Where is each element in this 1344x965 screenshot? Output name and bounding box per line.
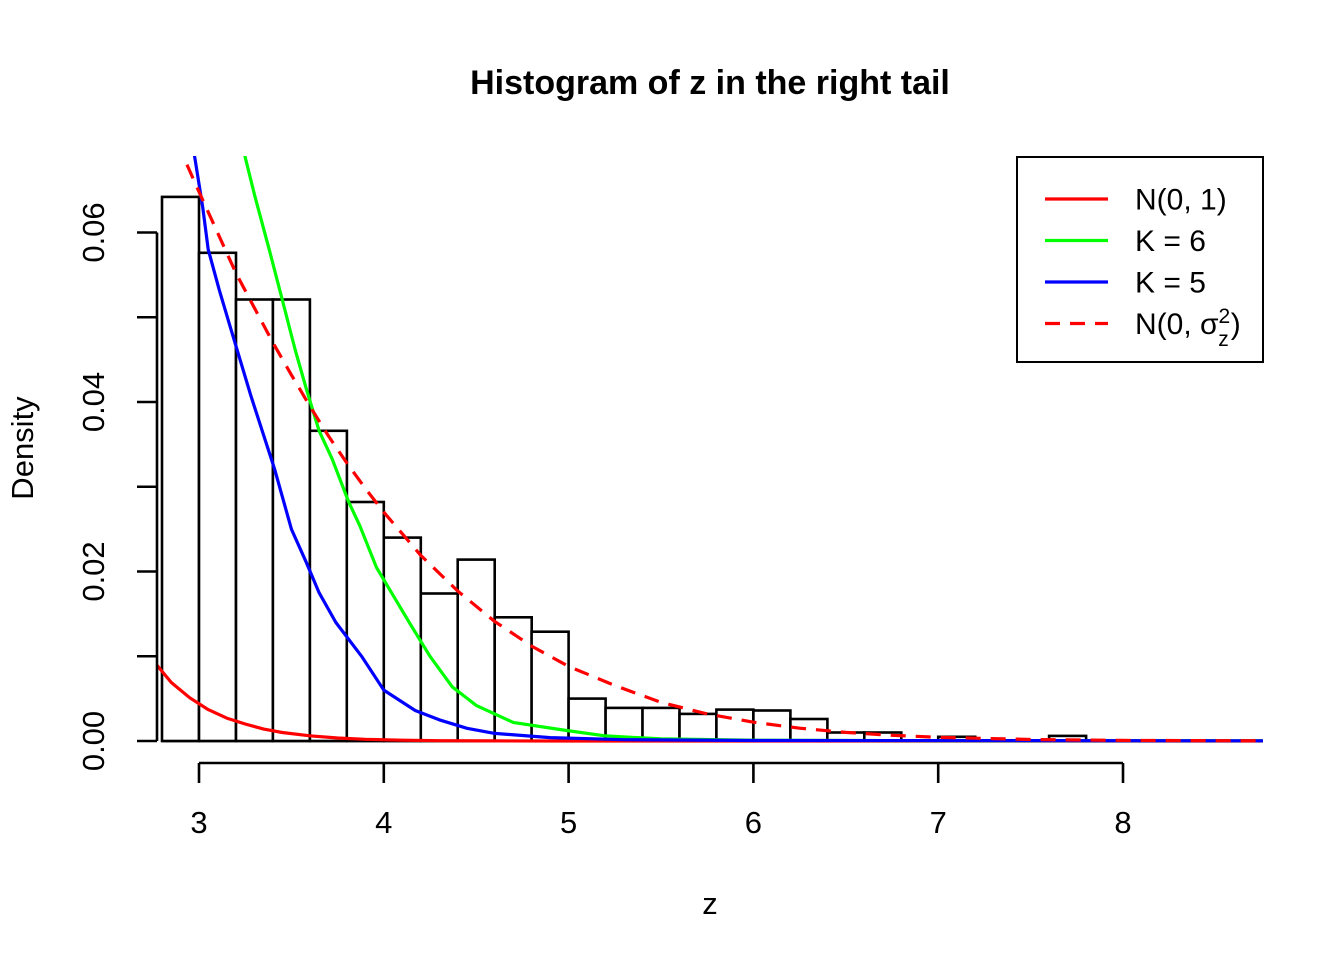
y-tick-label: 0.00 [76,711,111,771]
y-axis-label: Density [5,396,40,500]
histogram-bar [456,558,497,743]
curve-n0sz2 [181,156,1263,743]
x-tick-label: 4 [375,805,392,840]
legend-label-k6: K = 6 [1135,225,1206,258]
x-tick-label: 7 [930,805,947,840]
y-axis: 0.00 0.02 0.04 0.06 [76,202,159,771]
x-axis-label: z [702,886,718,921]
curve-n01 [157,663,1263,743]
histogram-bar [160,195,201,743]
x-tick-label: 8 [1114,805,1131,840]
histogram-bar [715,708,755,743]
chart-title: Histogram of z in the right tail [470,64,950,102]
y-tick-label: 0.04 [76,372,111,432]
legend-label-n01: N(0, 1) [1135,184,1227,217]
legend-label-n0sz2: N(0, σ2 z) [1135,305,1241,351]
x-tick-label: 5 [560,805,577,840]
legend-label-k5: K = 5 [1135,267,1206,300]
histogram-bar [641,706,681,743]
histogram-bars [160,195,1088,743]
curve-k6 [243,156,1263,743]
x-tick-label: 6 [745,805,762,840]
histogram-bar [678,712,718,743]
curve-k5 [192,156,1263,743]
histogram-bar [234,298,275,743]
legend-box: N(0, 1) K = 6 K = 5 N(0, σ2 z) [1016,156,1264,363]
x-tick-label: 3 [190,805,207,840]
legend-border [1016,156,1264,363]
x-axis: 3 4 5 6 7 8 [190,761,1132,840]
histogram-bar [271,298,312,743]
y-tick-label: 0.06 [76,202,111,262]
density-curves [157,156,1263,743]
y-tick-label: 0.02 [76,541,111,601]
